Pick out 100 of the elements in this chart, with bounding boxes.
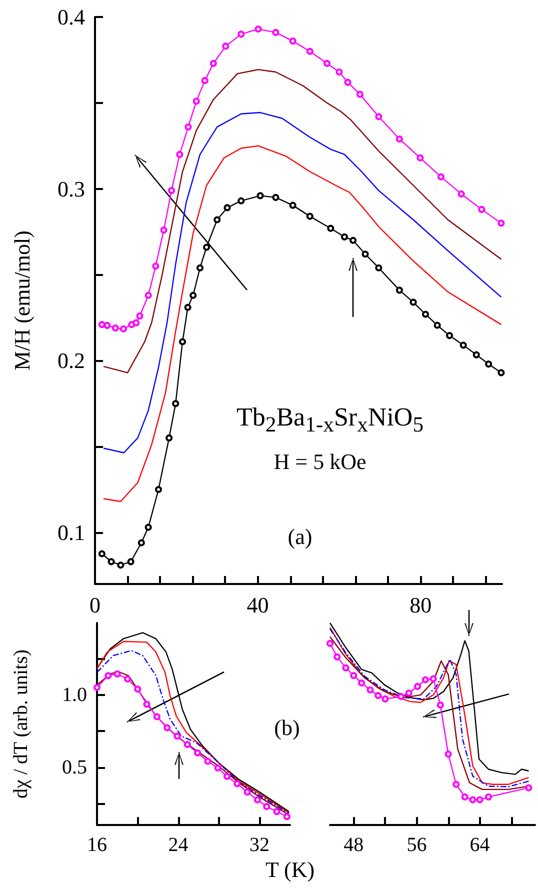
point [461,793,468,800]
y-tick-label: 0.2 [58,348,85,374]
point [168,187,176,194]
point [430,675,437,682]
point [289,38,296,45]
point [374,692,382,700]
point [190,292,197,299]
point [214,216,221,224]
point [192,98,200,105]
point [350,672,358,680]
point [238,197,245,204]
point [472,351,480,358]
x-tick-label: 16 [87,834,107,856]
point [484,793,492,800]
point [485,360,492,368]
point [375,264,382,272]
point [342,664,350,672]
point [334,653,341,660]
point [134,686,142,693]
point [327,224,334,232]
y-tick-label: 0.4 [58,4,85,30]
point [356,90,364,98]
point [166,434,173,442]
point [244,788,251,796]
point [263,803,270,810]
x-tick-label: 64 [470,834,490,856]
point [405,690,412,697]
point [344,78,352,86]
point [196,264,204,272]
line-series [102,145,502,502]
point [153,713,160,720]
point [436,702,444,709]
point [120,325,127,332]
point [136,312,144,320]
point [446,332,453,340]
point [476,796,484,804]
point [194,749,202,756]
point [224,772,231,780]
point [154,486,162,493]
point [498,369,505,376]
y-tick-label: 0.3 [58,176,85,202]
annotation: Tb$_{2}$Ba$_{1-x}$Sr$_{x}$NiO$_{5}$ [236,402,424,438]
point [238,30,245,38]
point [326,640,334,647]
point [152,262,160,270]
point [478,206,486,213]
point [340,233,348,240]
point [350,236,357,244]
point [222,42,230,50]
annotation: (a) [288,524,312,550]
point [460,342,467,349]
point [525,784,532,792]
point [254,796,261,804]
line-series [102,112,502,454]
point [272,28,280,36]
point [108,558,115,566]
point [184,740,191,748]
y-tick-label: 0.5 [62,756,87,778]
y-tick-label: 1.0 [62,684,87,706]
point [358,679,366,686]
point [114,670,121,678]
point [410,298,417,306]
point [144,292,152,299]
point [127,558,134,566]
point [132,319,140,326]
point [184,304,192,311]
point [214,764,222,772]
point [366,686,374,694]
point [224,204,231,212]
point [306,48,314,55]
point [434,322,441,329]
point [416,154,424,162]
point [174,732,181,740]
point [336,68,343,76]
point [143,700,150,708]
point [323,60,330,67]
point [164,724,171,732]
point [201,77,208,84]
point [422,676,429,684]
x-tick-label: 80 [410,592,432,618]
point [94,684,100,691]
point [437,173,444,180]
x-tick-label: 0 [90,592,100,618]
point [117,562,124,569]
point [452,780,460,788]
point [104,322,111,329]
x-tick-label: 24 [168,834,188,856]
point [160,226,168,234]
x-tick-label: 32 [250,834,270,856]
point [98,321,106,328]
point [272,194,280,201]
point [422,310,429,318]
point [382,695,389,702]
point [254,26,262,33]
line-series [102,68,502,374]
point [469,796,476,804]
point [210,60,217,67]
x-tick-label: 48 [344,834,364,856]
y-axis-title: M/H (emu/mol) [10,230,34,370]
point [375,113,382,120]
